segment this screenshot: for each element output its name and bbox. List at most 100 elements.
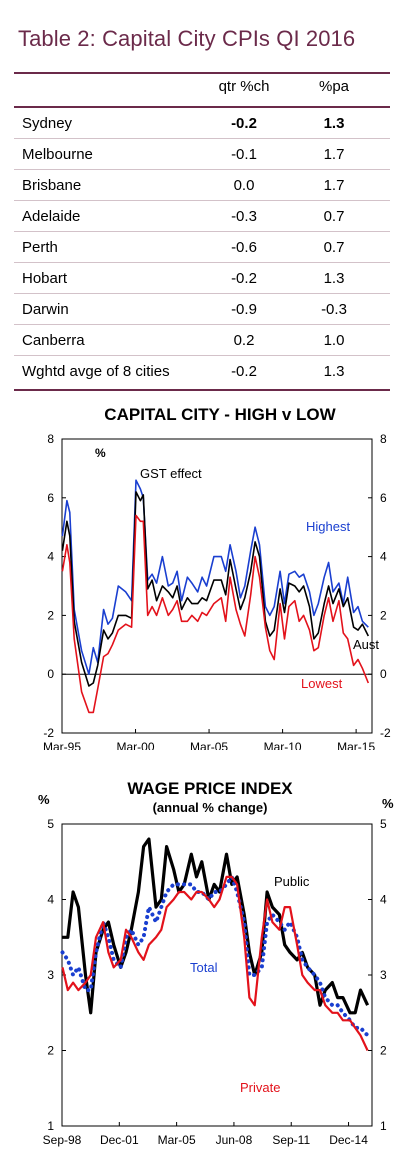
plot-frame bbox=[61, 823, 373, 1127]
y-tick-label: 5 bbox=[47, 817, 54, 831]
y-tick-label: 3 bbox=[47, 968, 54, 982]
x-tick-label: Dec-14 bbox=[329, 1133, 368, 1147]
qtr-cell: -0.9 bbox=[231, 301, 257, 318]
col-header-qtr: qtr %ch bbox=[218, 78, 270, 95]
chart-wage-price-index: WAGE PRICE INDEX (annual % change) % % P… bbox=[38, 779, 394, 1147]
city-cell: Hobart bbox=[22, 270, 68, 287]
x-tick-label: Mar-05 bbox=[190, 740, 228, 750]
y-tick-label-right: 4 bbox=[380, 550, 387, 564]
y-tick-label: 2 bbox=[47, 1044, 54, 1058]
x-tick-label: Mar-95 bbox=[43, 740, 81, 750]
chart1-ylabel: % bbox=[95, 446, 106, 460]
y-tick-label: -2 bbox=[43, 726, 54, 740]
city-cell: Wghtd avge of 8 cities bbox=[22, 363, 170, 380]
table-bottom-rule bbox=[14, 389, 390, 391]
pa-cell: -0.3 bbox=[321, 301, 347, 318]
city-cell: Darwin bbox=[22, 301, 69, 318]
x-tick-label: Sep-11 bbox=[272, 1133, 310, 1147]
table-top-rule bbox=[14, 72, 390, 74]
chart2-ylabel-left: % bbox=[38, 792, 50, 807]
y-tick-label: 6 bbox=[47, 491, 54, 505]
x-tick-label: Mar-05 bbox=[158, 1133, 196, 1147]
chart1-annotation: GST effect bbox=[140, 466, 202, 481]
y-tick-label: 0 bbox=[47, 667, 54, 681]
series-line-aust bbox=[61, 491, 370, 687]
y-tick-label: 4 bbox=[47, 893, 54, 907]
table-row: Hobart -0.2 1.3 bbox=[14, 263, 390, 294]
chart2-ylabel-right: % bbox=[382, 796, 394, 811]
series-line-highest bbox=[61, 479, 369, 676]
y-tick-label-right: -2 bbox=[380, 726, 391, 740]
qtr-cell: -0.2 bbox=[231, 115, 257, 132]
y-tick-label-right: 3 bbox=[380, 968, 387, 982]
chart-capital-city: CAPITAL CITY - HIGH v LOW % GST effect H… bbox=[43, 405, 391, 750]
y-tick-label: 1 bbox=[47, 1119, 54, 1133]
city-cell: Adelaide bbox=[22, 208, 81, 225]
col-header-pa: %pa bbox=[318, 78, 350, 95]
y-tick-label-right: 8 bbox=[380, 432, 387, 446]
row-separator bbox=[14, 355, 390, 356]
table-row: Perth -0.6 0.7 bbox=[14, 232, 390, 263]
series-line-private bbox=[61, 875, 369, 1051]
row-separator bbox=[14, 138, 390, 139]
pa-cell: 1.3 bbox=[323, 270, 345, 287]
city-cell: Perth bbox=[22, 239, 58, 256]
qtr-cell: -0.1 bbox=[231, 146, 257, 163]
y-tick-label-right: 5 bbox=[380, 817, 387, 831]
x-tick-label: Jun-08 bbox=[216, 1133, 253, 1147]
city-cell: Melbourne bbox=[22, 146, 93, 163]
pa-cell: 1.7 bbox=[323, 177, 345, 194]
city-cell: Brisbane bbox=[22, 177, 82, 194]
legend-private: Private bbox=[240, 1080, 280, 1095]
series-line-public bbox=[62, 837, 370, 1015]
legend-lowest: Lowest bbox=[301, 676, 343, 691]
y-tick-label-right: 2 bbox=[380, 1044, 387, 1058]
pa-cell: 1.3 bbox=[323, 115, 345, 132]
table-row: Canberra 0.2 1.0 bbox=[14, 325, 390, 356]
table-row: Wghtd avge of 8 cities -0.2 1.3 bbox=[14, 356, 390, 387]
series-line-total bbox=[60, 874, 370, 1038]
x-tick-label: Mar-00 bbox=[117, 740, 155, 750]
x-tick-label: Sep-98 bbox=[43, 1133, 82, 1147]
table-header-rule bbox=[14, 106, 390, 108]
legend-aust: Aust bbox=[353, 637, 379, 652]
y-tick-label: 2 bbox=[47, 608, 54, 622]
row-separator bbox=[14, 200, 390, 201]
table-row: Darwin -0.9 -0.3 bbox=[14, 294, 390, 325]
row-separator bbox=[14, 324, 390, 325]
legend-public: Public bbox=[274, 874, 310, 889]
legend-total: Total bbox=[190, 960, 218, 975]
qtr-cell: -0.2 bbox=[231, 363, 257, 380]
y-tick-label: 8 bbox=[47, 432, 54, 446]
y-tick-label: 4 bbox=[47, 550, 54, 564]
x-tick-label: Dec-01 bbox=[100, 1133, 139, 1147]
pa-cell: 1.7 bbox=[323, 146, 345, 163]
plot-frame bbox=[61, 438, 373, 734]
qtr-cell: 0.2 bbox=[233, 332, 255, 349]
legend-highest: Highest bbox=[306, 519, 350, 534]
y-tick-label-right: 1 bbox=[380, 1119, 387, 1133]
city-cell: Canberra bbox=[22, 332, 85, 349]
qtr-cell: -0.2 bbox=[231, 270, 257, 287]
row-separator bbox=[14, 231, 390, 232]
table-row: Brisbane 0.0 1.7 bbox=[14, 170, 390, 201]
series-line-lowest bbox=[61, 514, 370, 714]
table-row: Adelaide -0.3 0.7 bbox=[14, 201, 390, 232]
table-row: Melbourne -0.1 1.7 bbox=[14, 139, 390, 170]
table-row: Sydney -0.2 1.3 bbox=[14, 108, 390, 139]
chart2-title: WAGE PRICE INDEX bbox=[127, 779, 293, 798]
pa-cell: 0.7 bbox=[323, 208, 345, 225]
x-tick-label: Mar-10 bbox=[264, 740, 302, 750]
row-separator bbox=[14, 262, 390, 263]
x-tick-label: Mar-15 bbox=[337, 740, 375, 750]
pa-cell: 1.0 bbox=[323, 332, 345, 349]
chart1-title: CAPITAL CITY - HIGH v LOW bbox=[104, 405, 336, 424]
qtr-cell: -0.3 bbox=[231, 208, 257, 225]
table-title: Table 2: Capital City CPIs QI 2016 bbox=[18, 26, 356, 51]
qtr-cell: 0.0 bbox=[233, 177, 255, 194]
chart2-subtitle: (annual % change) bbox=[153, 800, 268, 815]
pa-cell: 1.3 bbox=[323, 363, 345, 380]
y-tick-label-right: 4 bbox=[380, 893, 387, 907]
row-separator bbox=[14, 169, 390, 170]
pa-cell: 0.7 bbox=[323, 239, 345, 256]
